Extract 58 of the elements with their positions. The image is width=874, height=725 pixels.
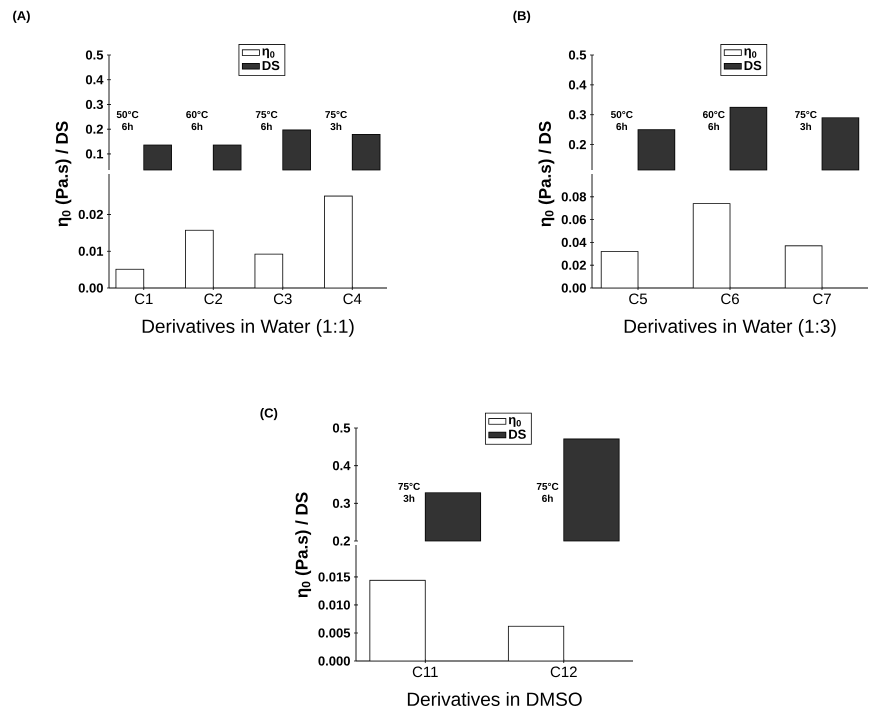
y-tick-label: 0.02 [562,260,586,270]
annotation: 50°C 6h [610,111,633,130]
y-tick-label: 0.3 [568,110,586,120]
legend-label: η$_{0}$ [262,48,274,58]
y-tick-label: 0.06 [562,214,586,224]
y-tick-label: 0.2 [568,140,586,150]
y-tick-label: 0.04 [562,238,586,247]
chart-title: (A) [13,10,30,23]
y-tick-label: 0.5 [568,50,586,60]
annotation: 60°C 6h [703,111,725,130]
y-tick-label: 0.5 [332,423,350,433]
y-tick-label: 0.010 [318,600,350,610]
y-tick-label: 0.005 [318,628,350,638]
x-tick-label: C11 [412,666,438,678]
legend-label: DS [262,60,280,70]
x-tick-label: C4 [343,294,362,304]
y-tick-label: 0.3 [332,498,350,508]
y-axis-title: η$_{0}$ (Pa.s) / DS [538,122,554,226]
y-tick-label: 0.2 [332,536,350,546]
text: (C) [260,408,278,420]
y-tick-label: 0.000 [318,656,350,666]
y-tick-label: 0.4 [86,75,104,84]
annotation: 75°C 6h [536,482,558,502]
y-tick-label: 0.015 [318,572,350,582]
annotation: 50°C 6h [116,111,138,130]
x-tick-label: C12 [550,666,577,678]
annotation: 75°C 3h [795,110,817,130]
x-axis-title: Derivatives in Water (1:1) [142,319,354,337]
x-axis-title: Derivatives in DMSO [408,692,582,706]
legend-label: DS [509,430,526,439]
x-tick-label: C3 [274,294,292,304]
y-axis-title: η$_{0}$ (Pa.s) / DS [295,492,312,598]
y-tick-label: 0.1 [86,149,104,159]
y-tick-label: 0.00 [78,283,103,293]
x-tick-label: C1 [134,294,153,304]
chart-title: (B) [513,10,530,23]
legend-label: η$_{0}$ [744,48,756,58]
annotation: 75°C 3h [398,482,420,502]
x-axis-title: Derivatives in Water (1:3) [624,319,836,337]
legend-label: DS [744,60,762,70]
y-tick-label: 0.00 [562,283,586,293]
y-axis-title: η$_{0}$ (Pa.s) / DS [55,122,72,226]
x-tick-label: C5 [629,294,647,304]
annotation: 60°C 6h [186,111,208,130]
y-tick-label: 0.02 [78,210,103,220]
y-tick-label: 0.2 [86,124,103,134]
annotation: 75°C 3h [325,110,347,130]
y-tick-label: 0.4 [568,80,586,90]
y-tick-label: 0.5 [86,50,104,60]
y-tick-label: 0.08 [562,192,586,202]
x-tick-label: C2 [204,294,222,304]
x-tick-label: C7 [813,294,831,304]
y-tick-label: 0.01 [78,246,104,256]
x-tick-label: C6 [721,294,739,304]
legend-label: η$_{0}$ [508,417,521,427]
y-tick-label: 0.4 [332,461,350,470]
annotation: 75°C 6h [256,111,278,130]
y-tick-label: 0.3 [86,100,103,110]
